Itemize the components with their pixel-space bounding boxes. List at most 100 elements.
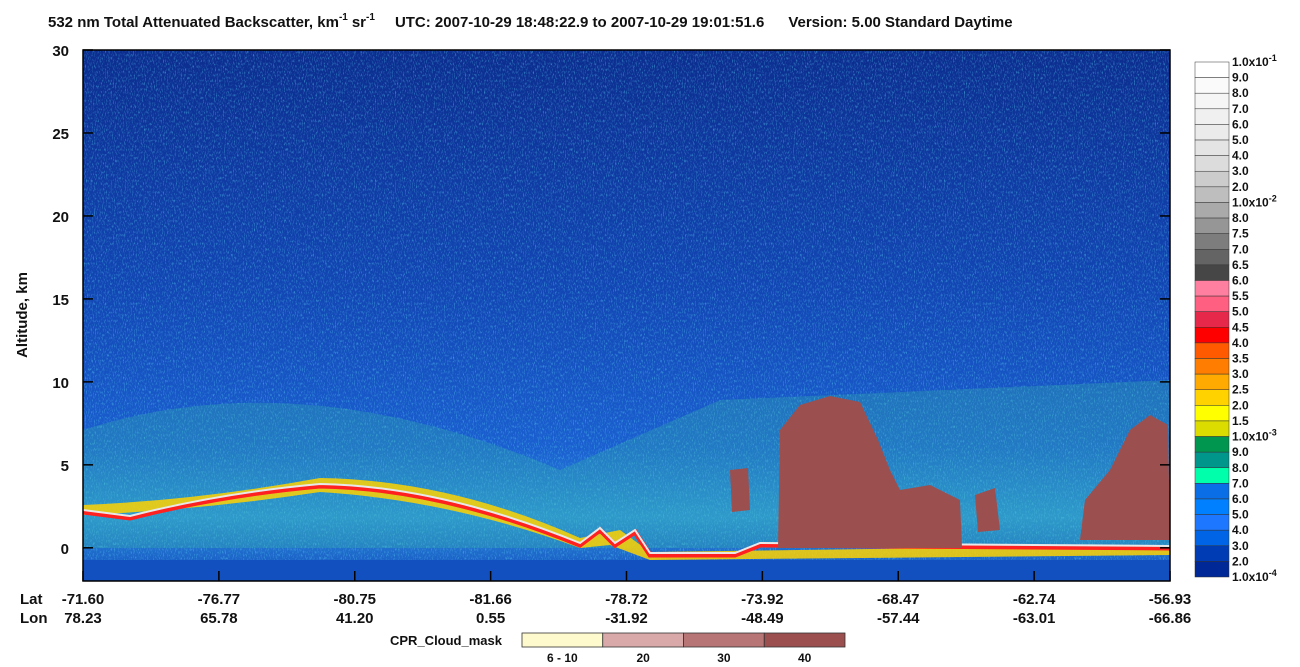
- y-tick-label: 10: [52, 375, 69, 392]
- colorbar-cell: [1194, 342, 1230, 359]
- lat-label: -73.92: [741, 591, 784, 608]
- colorbar-label: 4.0: [1232, 336, 1249, 350]
- colorbar-cell: [1194, 436, 1230, 453]
- lon-label: 41.20: [336, 610, 374, 627]
- colorbar-label: 4.5: [1232, 320, 1249, 334]
- title-superscript: -1: [366, 12, 375, 23]
- colorbar-label: 9.0: [1232, 71, 1249, 85]
- colorbar-label: 9.0: [1232, 445, 1249, 459]
- lat-label: -56.93: [1149, 591, 1192, 608]
- colorbar-label: 5.5: [1232, 289, 1249, 303]
- cloud-mask-label: 30: [717, 651, 731, 665]
- x-row-label: Lat: [20, 591, 43, 608]
- y-tick-label: 25: [52, 126, 69, 143]
- y-tick-label: 30: [52, 43, 69, 60]
- cloud-mask-label: 40: [798, 651, 812, 665]
- colorbar-cell: [1194, 77, 1230, 94]
- surface-glow: [83, 478, 1170, 560]
- cloud: [975, 488, 1000, 532]
- colorbar-label-exponent: -3: [1269, 428, 1277, 438]
- colorbar-label: 8.0: [1232, 461, 1249, 475]
- cloud-mask-swatch: [521, 632, 604, 648]
- cloud-mask-swatch: [683, 632, 765, 648]
- version: Version: 5.00 Standard Daytime: [788, 14, 1012, 31]
- colorbar-cell: [1194, 420, 1230, 437]
- cloud: [1080, 415, 1170, 540]
- colorbar-cell: [1194, 545, 1230, 562]
- lon-label: -57.44: [877, 610, 920, 627]
- colorbar-cell: [1194, 280, 1230, 297]
- colorbar-cell: [1194, 389, 1230, 406]
- colorbar-label-text: 1.0x10: [1232, 570, 1269, 584]
- colorbar-label: 3.5: [1232, 352, 1249, 366]
- colorbar-label: 3.0: [1232, 367, 1249, 381]
- colorbar-label: 5.0: [1232, 133, 1249, 147]
- lon-label: -66.86: [1149, 610, 1192, 627]
- y-tick-label: 15: [52, 292, 69, 309]
- colorbar-label: 4.0: [1232, 523, 1249, 537]
- title-text: 532 nm Total Attenuated Backscatter, km: [48, 14, 339, 31]
- cloud-mask-swatch: [602, 632, 684, 648]
- colorbar-label: 5.0: [1232, 508, 1249, 522]
- colorbar-label-text: 1.0x10: [1232, 55, 1269, 69]
- colorbar-label: 2.5: [1232, 383, 1249, 397]
- cloud-mask-label: 6 - 10: [547, 651, 578, 665]
- colorbar-cell: [1194, 264, 1230, 281]
- colorbar-cell: [1194, 295, 1230, 312]
- colorbar-cell: [1194, 358, 1230, 375]
- colorbar-label: 1.0x10-4: [1232, 568, 1277, 584]
- colorbar-cell: [1194, 483, 1230, 500]
- colorbar-label-text: 1.0x10: [1232, 195, 1269, 209]
- cloud-mask-title: CPR_Cloud_mask: [390, 633, 503, 648]
- colorbar-label-exponent: -1: [1269, 53, 1277, 63]
- title-superscript: -1: [339, 12, 348, 23]
- colorbar-cell: [1194, 373, 1230, 390]
- colorbar-cell: [1194, 155, 1230, 172]
- colorbar-cell: [1194, 217, 1230, 234]
- lat-label: -78.72: [605, 591, 648, 608]
- lat-label: -76.77: [198, 591, 241, 608]
- lat-label: -68.47: [877, 591, 920, 608]
- colorbar-cell: [1194, 327, 1230, 344]
- colorbar-label: 1.5: [1232, 414, 1249, 428]
- colorbar-label-exponent: -4: [1269, 568, 1277, 578]
- colorbar-label: 6.0: [1232, 492, 1249, 506]
- lon-label: -63.01: [1013, 610, 1056, 627]
- colorbar-cell: [1194, 467, 1230, 484]
- colorbar-label: 1.0x10-1: [1232, 53, 1277, 69]
- lat-label: -80.75: [333, 591, 376, 608]
- y-tick-label: 0: [61, 541, 69, 558]
- colorbar-label: 4.0: [1232, 149, 1249, 163]
- colorbar-label: 1.0x10-3: [1232, 428, 1277, 444]
- lon-label: 0.55: [476, 610, 505, 627]
- colorbar-label: 1.0x10-2: [1232, 193, 1277, 209]
- surface-line-core: [83, 482, 1170, 554]
- cloud: [730, 468, 750, 512]
- colorbar-cell: [1194, 514, 1230, 531]
- colorbar-label: 6.0: [1232, 117, 1249, 131]
- colorbar-cell: [1194, 498, 1230, 515]
- colorbar-cell: [1194, 61, 1230, 78]
- lon-label: -48.49: [741, 610, 784, 627]
- colorbar-cell: [1194, 202, 1230, 219]
- colorbar-label: 7.0: [1232, 476, 1249, 490]
- colorbar-cell: [1194, 186, 1230, 203]
- colorbar-cell: [1194, 108, 1230, 125]
- lon-label: 78.23: [64, 610, 102, 627]
- colorbar-label: 6.5: [1232, 258, 1249, 272]
- colorbar-label: 2.0: [1232, 180, 1249, 194]
- chart-title: 532 nm Total Attenuated Backscatter, km-…: [48, 12, 1013, 31]
- colorbar-cell: [1194, 124, 1230, 141]
- colorbar-cell: [1194, 405, 1230, 422]
- y-axis-label: Altitude, km: [14, 272, 31, 358]
- lon-label: -31.92: [605, 610, 648, 627]
- lon-label: 65.78: [200, 610, 238, 627]
- title-text: sr: [352, 14, 366, 31]
- lat-label: -71.60: [62, 591, 105, 608]
- cloud-mask-label: 20: [636, 651, 650, 665]
- colorbar-cell: [1194, 170, 1230, 188]
- colorbar-cell: [1194, 249, 1230, 266]
- cloud-mask-swatch: [763, 632, 846, 648]
- cloud: [778, 396, 962, 548]
